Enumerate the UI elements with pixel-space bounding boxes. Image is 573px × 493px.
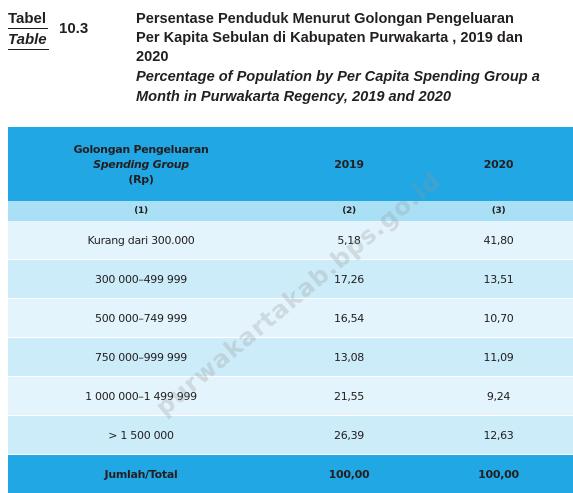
table-row: Kurang dari 300.000 5,18 41,80 bbox=[8, 221, 573, 260]
cell-group: 1 000 000–1 499 999 bbox=[85, 389, 197, 403]
cell-2019: 13,08 bbox=[334, 350, 364, 364]
total-2020: 100,00 bbox=[478, 467, 519, 481]
cell-2020: 12,63 bbox=[483, 428, 514, 442]
table-header-row: Golongan Pengeluaran Spending Group (Rp)… bbox=[8, 127, 573, 201]
cell-2019: 17,26 bbox=[334, 272, 364, 286]
total-row: Jumlah/Total 100,00 100,00 bbox=[8, 455, 573, 493]
cell-2020: 11,09 bbox=[483, 350, 514, 364]
header-col1-id: Golongan Pengeluaran bbox=[73, 142, 209, 156]
title-id-line1: Persentase Penduduk Menurut Golongan Pen… bbox=[136, 11, 514, 27]
total-2019: 100,00 bbox=[328, 467, 370, 481]
table-number: 10.3 bbox=[59, 20, 89, 37]
title-id-line3: 2020 bbox=[136, 49, 169, 65]
cell-2020: 41,80 bbox=[483, 233, 514, 247]
header-col1-unit: (Rp) bbox=[128, 172, 154, 186]
cell-2020: 9,24 bbox=[486, 389, 511, 403]
table-row: 300 000–499 999 17,26 13,51 bbox=[8, 260, 573, 299]
header-2020: 2020 bbox=[483, 157, 514, 171]
cell-group: 750 000–999 999 bbox=[95, 350, 187, 364]
header-spending-group: Golongan Pengeluaran Spending Group (Rp) bbox=[8, 142, 274, 187]
col-num-3: (3) bbox=[491, 206, 506, 216]
cell-2019: 26,39 bbox=[334, 428, 364, 442]
label-table: Table bbox=[8, 31, 49, 50]
title-id-line2: Per Kapita Sebulan di Kabupaten Purwakar… bbox=[136, 30, 523, 46]
data-table: Golongan Pengeluaran Spending Group (Rp)… bbox=[8, 127, 573, 493]
table-row: 1 000 000–1 499 999 21,55 9,24 bbox=[8, 377, 573, 416]
header-col1-en: Spending Group bbox=[93, 157, 189, 171]
cell-group: > 1 500 000 bbox=[108, 428, 174, 442]
header-2019: 2019 bbox=[334, 157, 364, 171]
table-title: Persentase Penduduk Menurut Golongan Pen… bbox=[136, 10, 566, 107]
cell-2019: 16,54 bbox=[334, 311, 364, 325]
column-number-row: (1) (2) (3) bbox=[8, 201, 573, 221]
label-tabel: Tabel bbox=[8, 10, 49, 29]
col-num-1: (1) bbox=[134, 206, 148, 216]
cell-group: 500 000–749 999 bbox=[95, 311, 187, 325]
table-label: Tabel Table bbox=[8, 9, 49, 50]
table-row: 750 000–999 999 13,08 11,09 bbox=[8, 338, 573, 377]
total-label: Jumlah/Total bbox=[104, 467, 178, 481]
cell-2019: 21,55 bbox=[334, 389, 364, 403]
cell-2020: 13,51 bbox=[483, 272, 514, 286]
title-en-line1: Percentage of Population by Per Capita S… bbox=[136, 69, 540, 85]
cell-2020: 10,70 bbox=[483, 311, 514, 325]
title-en-line2: Month in Purwakarta Regency, 2019 and 20… bbox=[136, 89, 451, 105]
table-row: > 1 500 000 26,39 12,63 bbox=[8, 416, 573, 455]
cell-2019: 5,18 bbox=[337, 233, 361, 247]
col-num-2: (2) bbox=[342, 206, 356, 216]
cell-group: 300 000–499 999 bbox=[95, 272, 187, 286]
table-row: 500 000–749 999 16,54 10,70 bbox=[8, 299, 573, 338]
cell-group: Kurang dari 300.000 bbox=[87, 233, 195, 247]
